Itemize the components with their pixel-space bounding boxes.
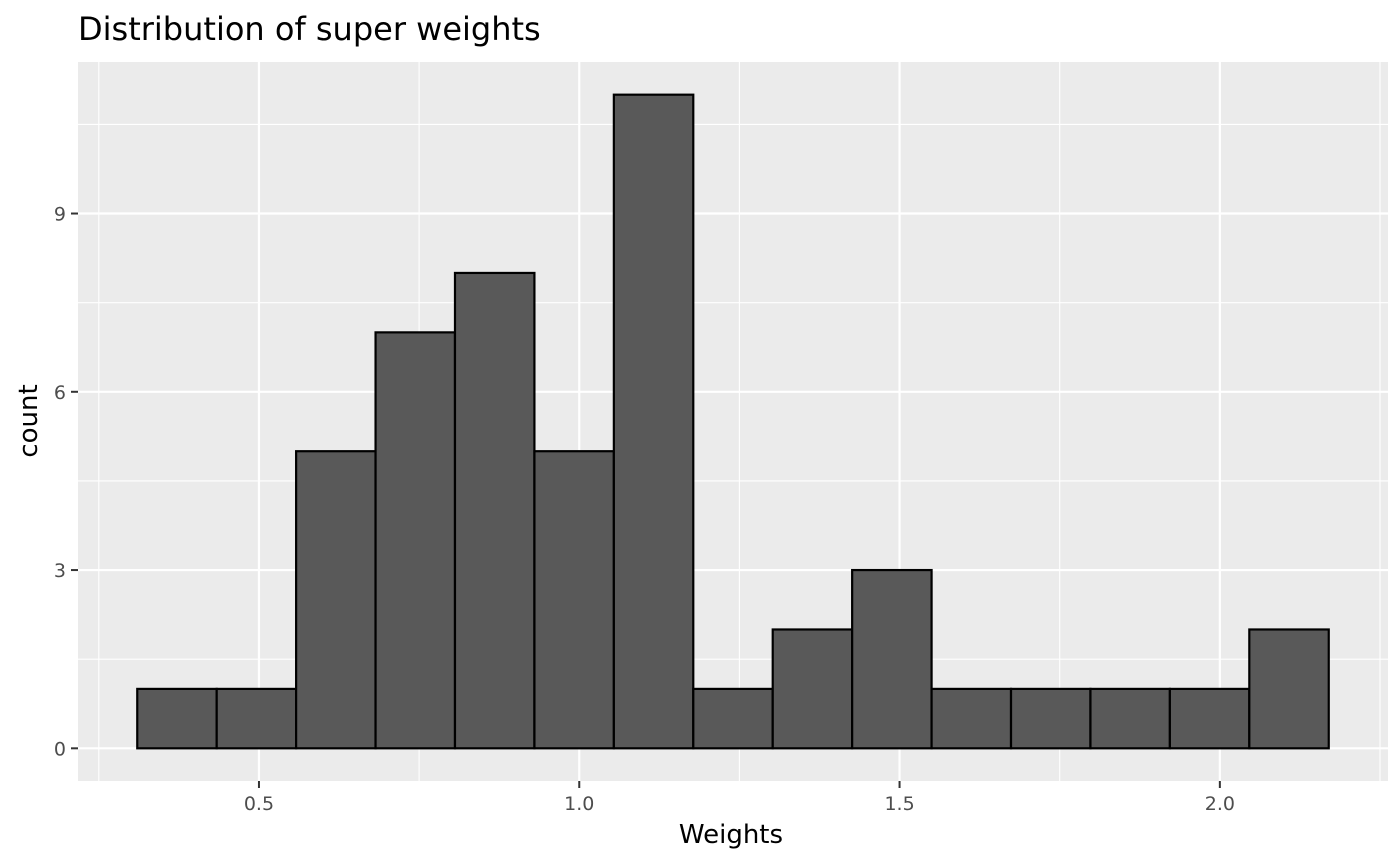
histogram-bar (771, 628, 854, 750)
x-tick-label: 2.0 (1205, 793, 1235, 815)
histogram-bar (453, 271, 536, 750)
histogram-bar (851, 568, 933, 750)
histogram-bar (1248, 628, 1330, 750)
y-axis-title: count (14, 384, 44, 457)
y-tick-label: 9 (54, 204, 66, 226)
histogram-bar (136, 687, 218, 750)
y-tick-label: 0 (54, 738, 66, 760)
histogram-bar (295, 450, 377, 750)
y-tick-label: 3 (54, 560, 66, 582)
y-tick-label: 6 (54, 382, 66, 404)
histogram-bar (1009, 687, 1092, 750)
histogram-bar (215, 687, 298, 750)
histogram-bar (1089, 687, 1171, 750)
y-axis: 0 3 6 9 (54, 204, 78, 760)
histogram-bar (930, 687, 1013, 750)
plot-panel (78, 62, 1388, 781)
histogram-bar (533, 450, 615, 750)
histogram-bars (136, 93, 1330, 750)
histogram-bar (692, 687, 774, 750)
x-tick-label: 0.5 (244, 793, 274, 815)
histogram-bar (612, 93, 695, 750)
x-tick-label: 1.0 (564, 793, 594, 815)
x-axis: 0.5 1.0 1.5 2.0 (244, 781, 1235, 815)
histogram-bar (1168, 687, 1251, 750)
histogram-bar (374, 331, 457, 750)
x-axis-title: Weights (679, 820, 783, 850)
chart-title: Distribution of super weights (78, 10, 541, 48)
x-tick-label: 1.5 (884, 793, 914, 815)
